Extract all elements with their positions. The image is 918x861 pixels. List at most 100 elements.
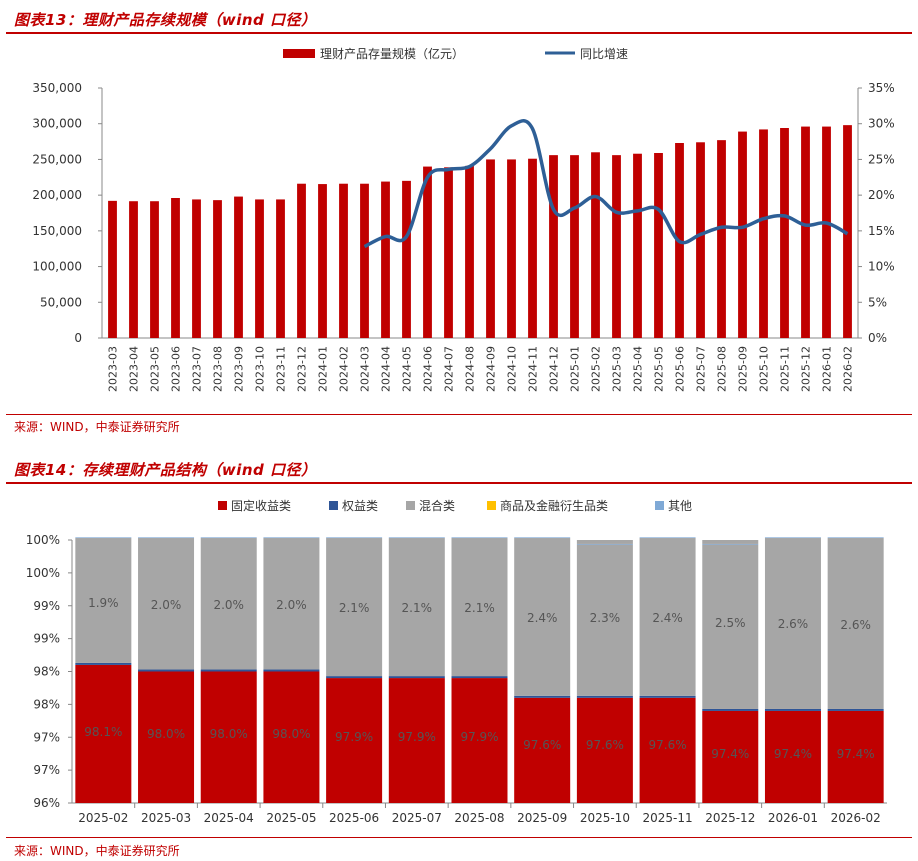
x-tick-label: 2026-02 xyxy=(831,811,881,825)
x-tick-label: 2025-12 xyxy=(705,811,755,825)
x-tick-label: 2025-02 xyxy=(590,346,603,392)
bar-2024-01 xyxy=(318,184,327,338)
x-tick-label: 2024-02 xyxy=(338,346,351,392)
segment-2-2025-03 xyxy=(138,538,195,670)
legend-swatch-0 xyxy=(218,501,227,510)
x-tick-label: 2024-09 xyxy=(485,346,498,392)
label-fixed-income: 98.1% xyxy=(84,725,122,739)
segment-1-2025-08 xyxy=(451,676,508,679)
segment-1-2025-02 xyxy=(75,662,132,665)
label-fixed-income: 97.4% xyxy=(774,747,812,761)
x-tick-label: 2024-06 xyxy=(422,346,435,392)
growth-rate-line xyxy=(363,119,849,249)
x-tick-label: 2023-09 xyxy=(233,346,246,392)
x-tick-label: 2023-03 xyxy=(107,346,120,392)
left-tick-label: 300,000 xyxy=(32,117,82,131)
segment-0-2025-06 xyxy=(326,678,383,803)
bar-2023-10 xyxy=(255,199,264,338)
x-tick-label: 2023-12 xyxy=(296,346,309,392)
label-mixed: 2.0% xyxy=(276,598,307,612)
x-tick-label: 2024-01 xyxy=(317,346,330,392)
figure-13-source: 来源：WIND，中泰证券研究所 xyxy=(14,420,180,434)
segment-4-2025-02 xyxy=(75,537,132,539)
bar-2024-06 xyxy=(423,166,432,338)
legend-label-1: 权益类 xyxy=(342,499,378,513)
x-tick-label: 2025-01 xyxy=(569,346,582,392)
label-fixed-income: 97.6% xyxy=(586,738,624,752)
segment-0-2025-05 xyxy=(263,671,320,803)
segment-2-2025-10 xyxy=(576,544,633,696)
x-tick-label: 2025-12 xyxy=(800,346,813,392)
legend-swatch-2 xyxy=(406,501,415,510)
x-tick-label: 2026-01 xyxy=(821,346,834,392)
segment-4-2025-06 xyxy=(326,537,383,539)
segment-0-2025-02 xyxy=(75,664,132,803)
x-tick-label: 2024-11 xyxy=(527,346,540,392)
legend-label-3: 商品及金融衍生品类 xyxy=(500,498,608,513)
y-tick-label: 99% xyxy=(33,632,60,646)
figure-14-source: 来源：WIND，中泰证券研究所 xyxy=(14,844,180,858)
x-tick-label: 2024-05 xyxy=(401,346,414,392)
right-tick-label: 35% xyxy=(868,81,895,95)
left-tick-label: 50,000 xyxy=(40,295,82,309)
segment-4-2025-04 xyxy=(200,537,257,539)
label-mixed: 2.6% xyxy=(778,617,809,631)
bar-2024-04 xyxy=(381,181,390,338)
label-fixed-income: 98.0% xyxy=(147,727,185,741)
bar-2025-09 xyxy=(738,131,747,338)
segment-4-2025-12 xyxy=(702,543,759,545)
chart-product-structure: 固定收益类 权益类 混合类 商品及金融衍生品类 其他 96% 97% 97% 98% 98% 99%… xyxy=(26,498,887,825)
bar-2023-07 xyxy=(192,199,201,338)
segment-2-2025-12 xyxy=(702,544,759,709)
label-fixed-income: 97.4% xyxy=(837,747,875,761)
x-tick-label: 2025-04 xyxy=(204,811,254,825)
bar-2023-05 xyxy=(150,201,159,338)
segment-1-2025-09 xyxy=(514,695,571,698)
segment-top-2025-12 xyxy=(702,540,759,544)
segment-1-2025-07 xyxy=(388,676,445,679)
segment-1-2025-12 xyxy=(702,708,759,711)
segment-4-2025-05 xyxy=(263,537,320,539)
x-tick-label: 2025-07 xyxy=(695,346,708,392)
segment-1-2025-11 xyxy=(639,695,696,698)
segment-4-2025-11 xyxy=(639,537,696,539)
label-mixed: 2.4% xyxy=(527,611,558,625)
y-tick-label: 100% xyxy=(26,566,60,580)
y-tick-label: 98% xyxy=(33,697,60,711)
segment-0-2025-08 xyxy=(451,678,508,803)
bar-2024-11 xyxy=(528,158,537,338)
y-tick-label: 100% xyxy=(26,533,60,547)
y-tick-label: 96% xyxy=(33,796,60,810)
label-mixed: 2.1% xyxy=(464,601,495,615)
legend-label-growth: 同比增速 xyxy=(580,47,628,61)
y-tick-label: 97% xyxy=(33,763,60,777)
bar-2024-08 xyxy=(465,165,474,338)
segment-1-2025-04 xyxy=(200,669,257,672)
segment-4-2026-02 xyxy=(827,537,884,539)
legend-swatch-4 xyxy=(655,501,664,510)
x-tick-label: 2023-06 xyxy=(170,346,183,392)
bar-2025-05 xyxy=(654,153,663,338)
segment-0-2025-07 xyxy=(388,678,445,803)
left-tick-label: 200,000 xyxy=(32,188,82,202)
label-mixed: 2.3% xyxy=(590,611,621,625)
y-tick-label: 97% xyxy=(33,730,60,744)
segment-4-2026-01 xyxy=(764,537,821,539)
segment-2-2025-08 xyxy=(451,538,508,677)
label-fixed-income: 97.9% xyxy=(335,730,373,744)
right-tick-label: 20% xyxy=(868,188,895,202)
segment-4-2025-07 xyxy=(388,537,445,539)
x-tick-label: 2025-08 xyxy=(716,346,729,392)
bar-2024-07 xyxy=(444,167,453,338)
x-tick-label: 2023-07 xyxy=(191,346,204,392)
bar-2025-01 xyxy=(570,155,579,338)
bar-2024-02 xyxy=(339,183,348,338)
segment-0-2026-01 xyxy=(764,710,821,803)
bar-2025-03 xyxy=(612,155,621,338)
bar-2025-11 xyxy=(780,128,789,338)
bar-2024-09 xyxy=(486,159,495,338)
segment-2-2025-05 xyxy=(263,538,320,670)
x-tick-label: 2025-10 xyxy=(580,811,630,825)
segment-1-2026-02 xyxy=(827,708,884,711)
label-mixed: 2.1% xyxy=(402,601,433,615)
